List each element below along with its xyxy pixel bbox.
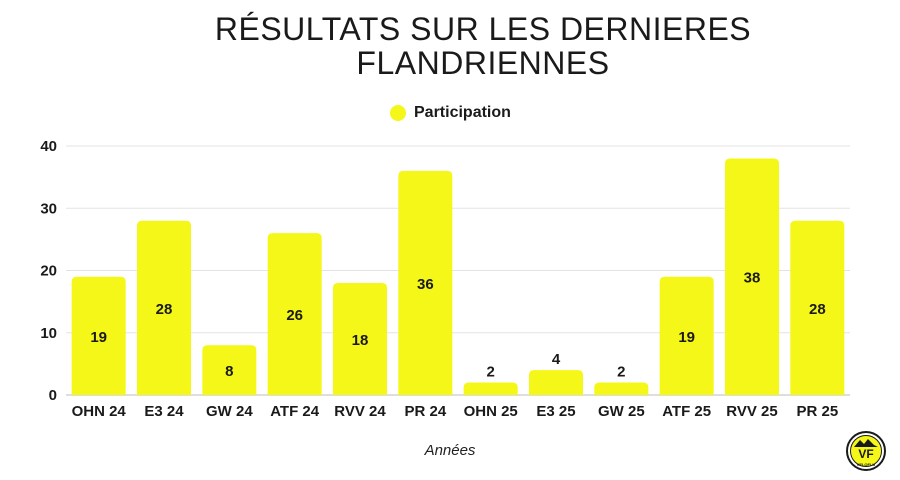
bar	[71, 276, 126, 395]
x-tick-label: PR 24	[404, 403, 446, 420]
bar	[659, 276, 714, 395]
bar	[202, 345, 257, 395]
bar	[398, 170, 453, 395]
x-tick-label: OHN 24	[72, 403, 127, 420]
bar	[594, 382, 649, 395]
data-label: 28	[809, 301, 826, 318]
data-label: 38	[744, 270, 761, 287]
bar	[267, 233, 322, 395]
bar	[463, 382, 518, 395]
x-tick-label: E3 24	[144, 403, 184, 420]
chart-title-line-1: RÉSULTATS SUR LES DERNIERES	[214, 11, 752, 47]
x-tick-label: PR 25	[796, 403, 838, 420]
logo-text: VF	[858, 447, 873, 461]
x-tick-label: GW 25	[598, 403, 645, 420]
data-label: 18	[352, 332, 369, 349]
y-tick-label: 10	[40, 325, 57, 342]
legend: Participation	[390, 104, 511, 122]
y-tick-label: 20	[40, 263, 57, 280]
data-label: 2	[486, 364, 494, 381]
y-tick-label: 30	[40, 200, 57, 217]
data-label: 26	[286, 307, 303, 324]
x-tick-label: ATF 25	[662, 403, 711, 420]
chart-title: RÉSULTATS SUR LES DERNIERES FLANDRIENNES	[0, 12, 900, 80]
x-tick-label: E3 25	[536, 403, 575, 420]
x-tick-label: GW 24	[206, 403, 253, 420]
x-axis-label: Années	[424, 442, 476, 459]
data-label: 8	[225, 363, 233, 380]
data-label: 4	[552, 351, 561, 368]
y-tick-label: 40	[40, 138, 57, 155]
x-tick-label: RVV 24	[334, 403, 386, 420]
y-tick-label: 0	[49, 387, 57, 404]
bar	[529, 370, 583, 395]
x-tick-label: OHN 25	[464, 403, 518, 420]
bar	[725, 158, 779, 395]
chart-title-line-2: FLANDRIENNES	[356, 45, 610, 81]
brand-logo: VF VELOFLU	[846, 431, 886, 471]
x-tick-label: ATF 24	[270, 403, 320, 420]
logo-caption: VELOFLU	[857, 462, 876, 467]
data-label: 2	[617, 364, 625, 381]
data-label: 36	[417, 276, 434, 293]
data-label: 19	[678, 329, 695, 346]
data-label: 19	[90, 329, 107, 346]
x-tick-label: RVV 25	[726, 403, 777, 420]
bar	[333, 282, 387, 395]
bar	[137, 220, 191, 395]
legend-label: Participation	[414, 104, 511, 121]
data-label: 28	[156, 301, 173, 318]
legend-swatch	[390, 105, 406, 121]
bar	[790, 220, 845, 395]
